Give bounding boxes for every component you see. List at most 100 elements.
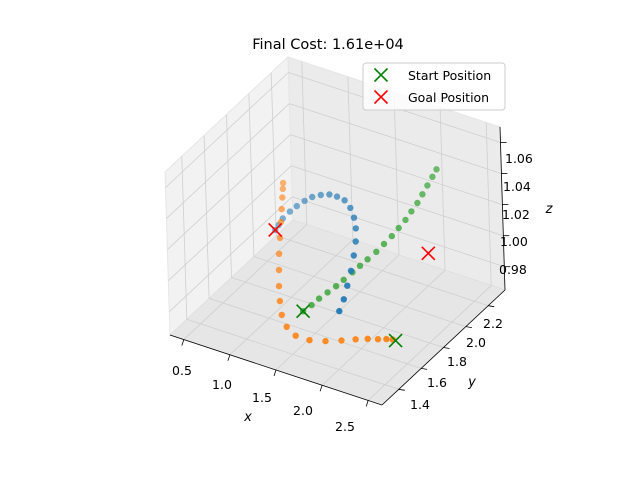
z-tick-label: 1.02 (502, 207, 530, 222)
axis-lines (169, 126, 511, 407)
data-point (340, 296, 347, 303)
x-tick-label: 2.5 (335, 419, 355, 434)
grid-line (166, 103, 290, 219)
grid-lines (165, 61, 505, 401)
y-tick-mark (488, 305, 495, 308)
data-point (347, 267, 355, 274)
y-tick-label: 1.8 (447, 354, 467, 369)
start-position-marker (296, 304, 311, 319)
data-point (336, 307, 343, 315)
data-point (308, 301, 315, 309)
legend-marker (373, 67, 389, 83)
x-axis-label: x (243, 410, 252, 425)
z-tick-label: 1.04 (503, 179, 531, 194)
data-point (373, 248, 380, 255)
data-point (301, 197, 308, 205)
x-tick-labels: 0.5 1.0 1.5 2.0 2.5 (172, 363, 355, 434)
data-point (408, 208, 415, 215)
grid-line (292, 196, 505, 268)
grid-line (165, 72, 289, 188)
x-tick-label: 2.0 (293, 403, 313, 418)
data-point (279, 194, 286, 201)
y-tick-mark (421, 368, 428, 370)
data-point (380, 240, 388, 248)
goal-position-marker (421, 246, 436, 261)
z-tick-label: 1.06 (505, 151, 533, 166)
data-point (286, 208, 294, 215)
x-tick-mark (365, 400, 369, 407)
z-axis-line (499, 126, 506, 291)
z-axis-label: z (545, 202, 554, 217)
data-point (388, 232, 395, 240)
grid-line (248, 93, 255, 257)
legend-entry-goal: Goal Position (373, 89, 489, 105)
data-point (317, 191, 324, 199)
y-tick-labels: 1.4 1.6 1.8 2.0 2.2 (410, 316, 503, 412)
y-tick-label: 2.0 (466, 335, 486, 350)
data-point (306, 337, 313, 344)
data-point (333, 193, 341, 200)
data-point (315, 295, 323, 302)
start-marker-icon (373, 67, 389, 83)
data-point (283, 323, 290, 330)
data-point (341, 197, 348, 204)
data-point (278, 311, 285, 319)
x-tick-label: 1.0 (212, 377, 232, 392)
grid-line (208, 298, 422, 369)
data-point (433, 166, 440, 173)
data-point (352, 225, 359, 232)
data-point (414, 199, 421, 207)
chart-title: Final Cost: 1.61e+04 (252, 37, 404, 53)
grid-line (485, 122, 492, 286)
data-point (275, 282, 283, 290)
data-point (279, 179, 287, 187)
data-point (293, 202, 300, 210)
legend-marker (373, 89, 389, 105)
marker-stroke (373, 89, 389, 105)
marker-stroke (268, 222, 283, 237)
goal-position-marker (268, 222, 283, 237)
start-position-marker (388, 333, 403, 348)
data-point (332, 283, 340, 290)
legend: Start Position Goal Position (362, 62, 506, 111)
grid-line (167, 134, 291, 250)
grid-line (253, 256, 467, 327)
data-point (374, 336, 382, 343)
x-tick-label: 0.5 (172, 363, 192, 378)
grid-line (181, 156, 188, 320)
grid-line (270, 72, 277, 236)
legend-label: Goal Position (408, 90, 489, 105)
grid-line (289, 103, 502, 174)
data-point (350, 252, 357, 259)
grid-line (276, 235, 489, 307)
data-point (309, 193, 316, 201)
y-tick-label: 2.2 (483, 316, 503, 331)
data-point (326, 191, 333, 198)
grid-line (226, 114, 232, 278)
position-markers (268, 222, 436, 348)
data-point (424, 182, 431, 189)
data-point (364, 335, 371, 342)
data-point (324, 289, 331, 296)
marker-stroke (421, 246, 436, 261)
data-point (352, 336, 359, 343)
x-tick-mark (227, 354, 231, 361)
grid-line (290, 134, 503, 205)
z-tick-label: 1.00 (500, 234, 528, 249)
data-point (279, 185, 286, 192)
data-point (322, 337, 329, 345)
legend-label: Start Position (408, 68, 491, 83)
marker-stroke (388, 333, 403, 348)
grid-line (203, 135, 210, 299)
grid-line (439, 107, 446, 271)
data-point (364, 256, 371, 263)
data-point (275, 250, 283, 257)
data-point (356, 262, 364, 269)
data-point (276, 297, 284, 305)
legend-entry-start: Start Position (373, 67, 491, 83)
grid-line (347, 76, 354, 240)
x-tick-mark (273, 369, 277, 377)
data-point (347, 204, 354, 212)
data-point (350, 214, 358, 221)
